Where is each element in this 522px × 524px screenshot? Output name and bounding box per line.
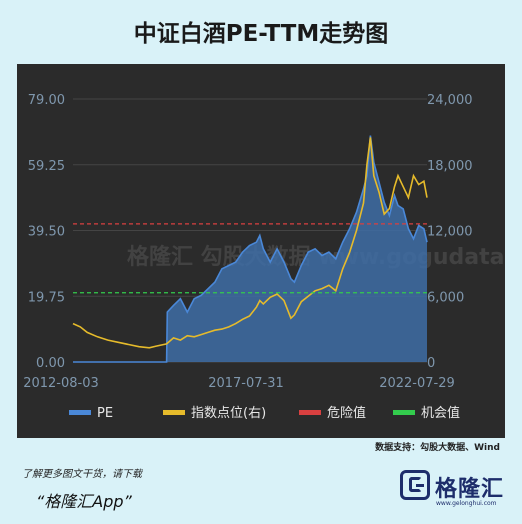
data-source: 数据支持：勾股大数据、Wind xyxy=(375,443,500,453)
chart-title: 中证白酒PE-TTM走势图 xyxy=(133,21,389,47)
legend-label-pe: PE xyxy=(97,406,113,421)
legend-label-danger: 危险值 xyxy=(327,405,366,421)
logo-url: www.gelonghui.com xyxy=(436,500,497,507)
right-tick-label: 12,000 xyxy=(427,225,473,240)
chart-panel: 格隆汇 勾股大数据 www.gogudata.com 0.0019.7539.5… xyxy=(17,64,505,438)
legend-swatch-danger xyxy=(299,410,321,415)
x-tick-label: 2022-07-29 xyxy=(379,376,455,391)
left-tick-label: 79.00 xyxy=(28,93,65,108)
app-name: “格隆汇App” xyxy=(36,492,132,511)
legend-swatch-index xyxy=(163,410,185,415)
pe-chart: 格隆汇 勾股大数据 www.gogudata.com 0.0019.7539.5… xyxy=(23,93,505,421)
x-tick-label: 2017-07-31 xyxy=(208,376,284,391)
pe-line xyxy=(73,135,428,363)
legend-swatch-pe xyxy=(69,410,91,415)
download-hint: 了解更多图文干货，请下载 xyxy=(22,469,142,480)
index-line xyxy=(72,137,428,349)
right-tick-label: 18,000 xyxy=(427,159,473,174)
left-tick-label: 59.25 xyxy=(28,159,65,174)
legend-label-opportunity: 机会值 xyxy=(421,405,460,421)
legend-swatch-opportunity xyxy=(393,410,415,415)
axis-ticks: 0.00 19.75 39.50 59.25 79.00 0 6,000 12,000 18,0… xyxy=(23,93,472,391)
right-tick-label: 0 xyxy=(427,356,435,371)
x-tick-label: 2012-08-03 xyxy=(23,376,99,391)
left-tick-label: 39.50 xyxy=(28,225,65,240)
right-tick-label: 24,000 xyxy=(427,93,473,108)
legend: PE 指数点位(右) 危险值 机会值 xyxy=(69,405,460,421)
legend-label-index: 指数点位(右) xyxy=(191,406,266,421)
left-tick-label: 0.00 xyxy=(36,356,65,371)
logo-text: 格隆汇 xyxy=(435,477,505,502)
pe-area xyxy=(73,135,427,362)
right-tick-label: 6,000 xyxy=(427,290,464,305)
logo-g-icon xyxy=(400,470,430,500)
left-tick-label: 19.75 xyxy=(28,290,65,305)
gelonghui-logo: 格隆汇 www.gelonghui.com xyxy=(400,470,520,510)
